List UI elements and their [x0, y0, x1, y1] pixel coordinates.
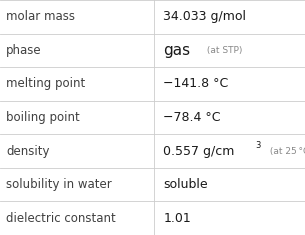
- Text: melting point: melting point: [6, 77, 85, 90]
- Text: 1.01: 1.01: [163, 212, 191, 225]
- Text: (at STP): (at STP): [204, 46, 243, 55]
- Text: density: density: [6, 145, 50, 158]
- Text: 3: 3: [255, 141, 261, 149]
- Text: solubility in water: solubility in water: [6, 178, 112, 191]
- Text: boiling point: boiling point: [6, 111, 80, 124]
- Text: (at 25 °C): (at 25 °C): [267, 147, 305, 156]
- Text: 0.557 g/cm: 0.557 g/cm: [163, 145, 235, 158]
- Text: molar mass: molar mass: [6, 10, 75, 23]
- Text: 34.033 g/mol: 34.033 g/mol: [163, 10, 246, 23]
- Text: dielectric constant: dielectric constant: [6, 212, 116, 225]
- Text: gas: gas: [163, 43, 190, 58]
- Text: −78.4 °C: −78.4 °C: [163, 111, 221, 124]
- Text: −141.8 °C: −141.8 °C: [163, 77, 228, 90]
- Text: phase: phase: [6, 44, 42, 57]
- Text: soluble: soluble: [163, 178, 208, 191]
